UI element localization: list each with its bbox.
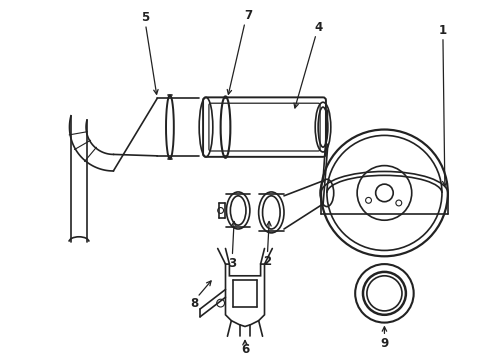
Text: 7: 7 (244, 9, 252, 22)
Text: 4: 4 (314, 21, 322, 33)
Text: 5: 5 (142, 11, 149, 24)
Text: 9: 9 (380, 337, 389, 350)
Text: 6: 6 (241, 343, 249, 356)
Text: 1: 1 (439, 23, 447, 37)
Text: 2: 2 (263, 255, 271, 268)
Text: 3: 3 (228, 257, 236, 270)
Text: 8: 8 (190, 297, 198, 310)
